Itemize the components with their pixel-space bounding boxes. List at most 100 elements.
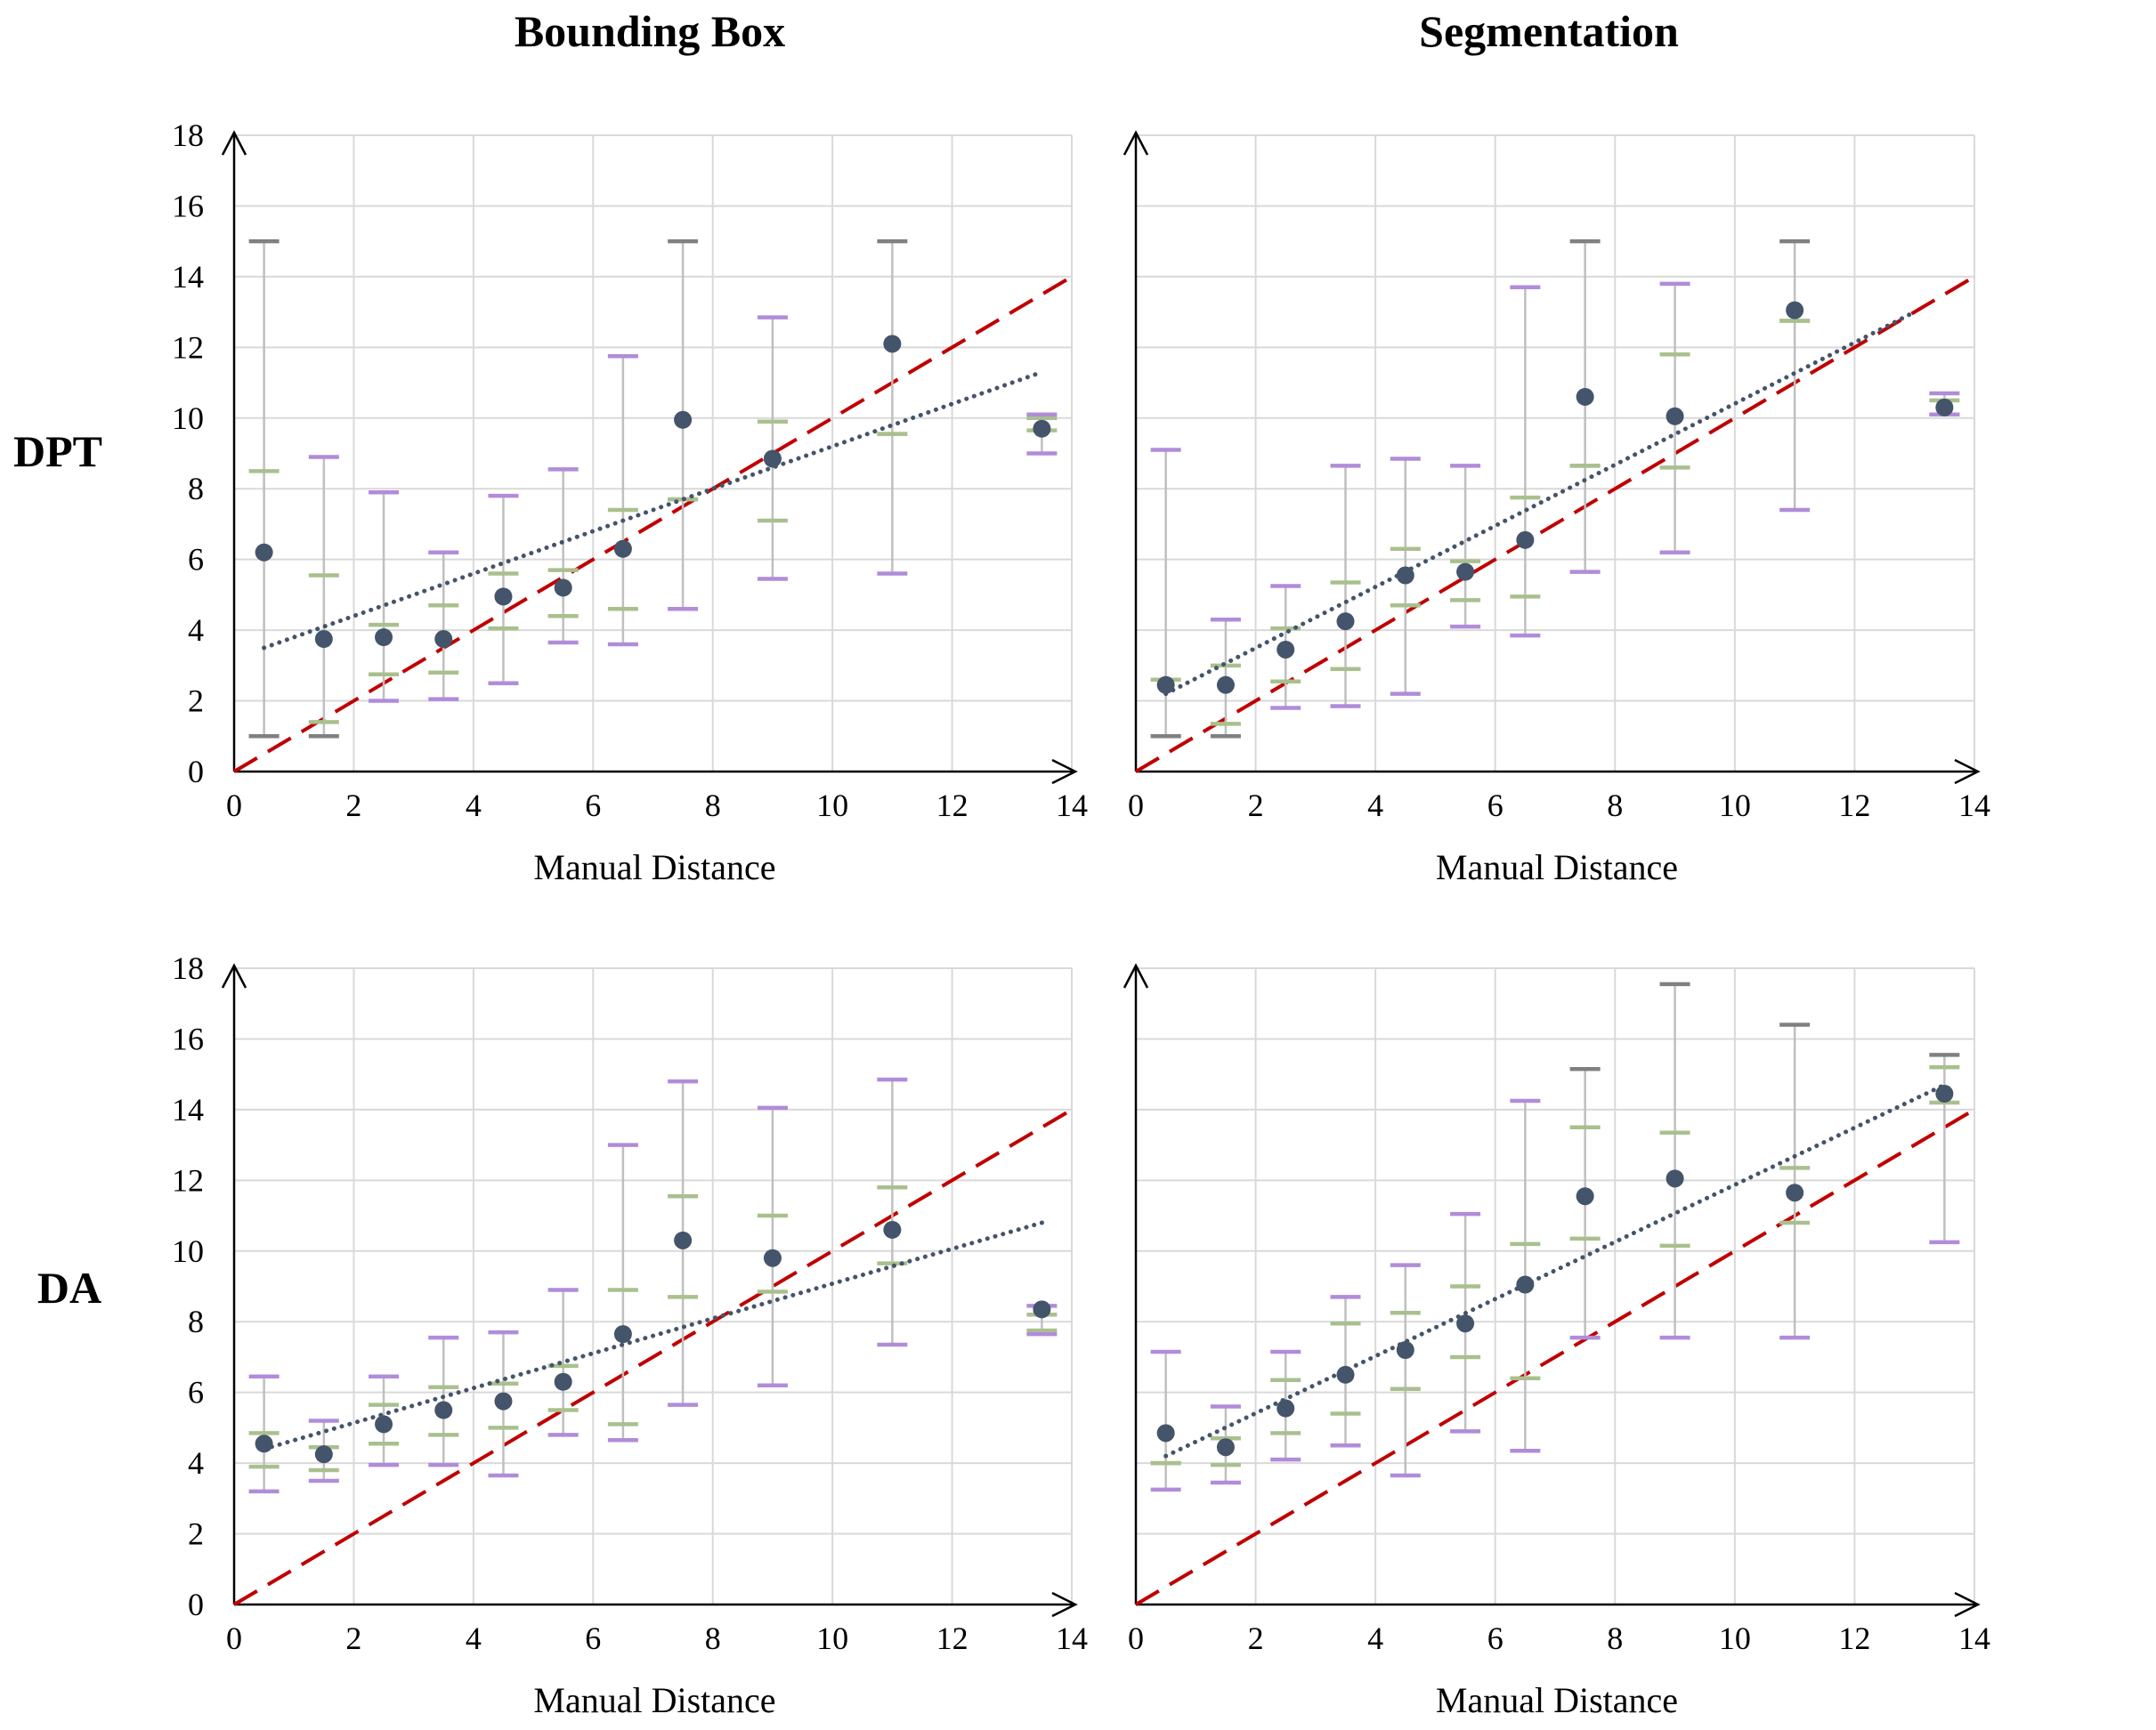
x-tick-label: 2	[345, 788, 361, 823]
panels: 0 2 4 6 8 10 12 14 0 2 4 6 8 10 12 14 16 18 Manual Distanc…	[172, 117, 1990, 1720]
x-axis-arrow	[1954, 1591, 1981, 1618]
data-point	[1516, 530, 1535, 549]
data-point	[375, 628, 393, 647]
x-tick-label: 8	[705, 788, 721, 823]
y-tick-label: 18	[172, 117, 204, 153]
data-point	[1033, 419, 1051, 438]
x-tick-label: 6	[1487, 788, 1504, 823]
x-axis-label: Manual Distance	[1436, 1680, 1678, 1720]
x-tick-label: 14	[1056, 1621, 1088, 1656]
x-tick-label: 10	[816, 788, 848, 823]
x-tick-label: 6	[585, 788, 601, 823]
x-tick-label: 14	[1958, 788, 1990, 823]
data-point	[763, 449, 782, 468]
data-point	[1786, 1184, 1804, 1202]
trend-line	[262, 1220, 1044, 1451]
x-tick-label: 12	[936, 788, 969, 823]
x-tick-label: 0	[226, 1621, 242, 1656]
y-axis-arrow	[1123, 130, 1149, 156]
y-tick-label: 8	[188, 1304, 204, 1339]
data-point	[434, 1401, 453, 1419]
y-tick-label: 10	[172, 400, 204, 436]
x-axis-arrow	[1954, 758, 1981, 785]
y-tick-label: 18	[172, 950, 204, 986]
x-tick-label: 8	[1607, 788, 1623, 823]
data-point	[1786, 301, 1804, 319]
y-tick-label: 4	[188, 612, 204, 648]
y-tick-label: 2	[188, 1516, 204, 1552]
data-point	[1516, 1275, 1535, 1294]
data-point	[1033, 1300, 1051, 1319]
data-point	[883, 1220, 902, 1239]
y-axis-arrow	[221, 130, 247, 156]
x-tick-label: 12	[1838, 788, 1870, 823]
chart-panel-2: 0 2 4 6 8 10 12 14 0 2 4 6 8 10 12 14 16 18 Manual Distanc…	[172, 950, 1088, 1720]
y-tick-label: 0	[188, 754, 204, 789]
data-point	[1666, 1169, 1684, 1188]
y-tick-label: 16	[172, 188, 204, 223]
data-point	[1576, 387, 1594, 406]
data-point	[494, 1392, 513, 1411]
data-point	[1336, 1365, 1355, 1384]
x-tick-label: 0	[1128, 1621, 1144, 1656]
trend-line	[1163, 1082, 1947, 1459]
y-tick-label: 0	[188, 1587, 204, 1622]
x-tick-label: 4	[1367, 788, 1383, 823]
y-tick-label: 6	[188, 1375, 204, 1411]
data-point	[314, 630, 333, 649]
data-point	[554, 1372, 572, 1391]
chart-panel-0: 0 2 4 6 8 10 12 14 0 2 4 6 8 10 12 14 16 18 Manual Distanc…	[172, 117, 1088, 887]
data-point	[1277, 1399, 1295, 1418]
x-tick-label: 4	[1367, 1621, 1383, 1656]
data-point	[1456, 562, 1475, 581]
data-point	[314, 1445, 333, 1464]
data-point	[1396, 566, 1414, 585]
data-point	[1277, 640, 1295, 659]
data-point	[1396, 1341, 1414, 1359]
x-axis-label: Manual Distance	[533, 847, 775, 887]
data-point	[554, 578, 572, 597]
x-tick-label: 14	[1056, 788, 1088, 823]
x-tick-label: 14	[1958, 1621, 1990, 1656]
x-tick-label: 10	[1719, 1621, 1751, 1656]
x-tick-label: 6	[585, 1621, 601, 1656]
data-point	[1156, 1424, 1175, 1443]
data-point	[494, 587, 513, 606]
x-tick-label: 8	[1607, 1621, 1623, 1656]
data-point	[613, 1325, 632, 1344]
y-tick-label: 14	[172, 1092, 204, 1128]
y-axis-arrow	[221, 963, 247, 989]
y-tick-label: 12	[172, 329, 204, 365]
y-tick-label: 4	[188, 1445, 204, 1481]
identity-line	[1134, 1108, 1976, 1606]
x-axis-arrow	[1051, 1591, 1078, 1618]
x-tick-label: 6	[1487, 1621, 1504, 1656]
data-point	[1216, 675, 1235, 694]
x-tick-label: 2	[1248, 1621, 1264, 1656]
data-point	[1935, 1085, 1954, 1103]
y-tick-label: 6	[188, 542, 204, 578]
x-tick-label: 0	[226, 788, 242, 823]
x-axis-arrow	[1051, 758, 1078, 785]
row-label-da: DA	[37, 1263, 101, 1313]
x-tick-label: 10	[1719, 788, 1751, 823]
y-tick-label: 12	[172, 1162, 204, 1198]
data-point	[1456, 1314, 1475, 1333]
x-tick-label: 12	[936, 1621, 969, 1656]
x-tick-label: 0	[1128, 788, 1144, 823]
identity-line	[1134, 275, 1976, 773]
chart-panel-1: 0 2 4 6 8 10 12 14 Manual Distance	[1123, 130, 1990, 887]
y-tick-label: 10	[172, 1233, 204, 1269]
x-tick-label: 12	[1838, 1621, 1870, 1656]
y-tick-label: 14	[172, 259, 204, 295]
trend-line	[262, 369, 1044, 651]
data-point	[434, 630, 453, 649]
data-point	[1666, 407, 1684, 425]
y-tick-label: 2	[188, 683, 204, 719]
x-tick-label: 2	[345, 1621, 361, 1656]
x-axis-label: Manual Distance	[1436, 847, 1678, 887]
x-tick-label: 2	[1248, 788, 1264, 823]
identity-line	[232, 275, 1074, 773]
data-point	[1336, 612, 1355, 631]
